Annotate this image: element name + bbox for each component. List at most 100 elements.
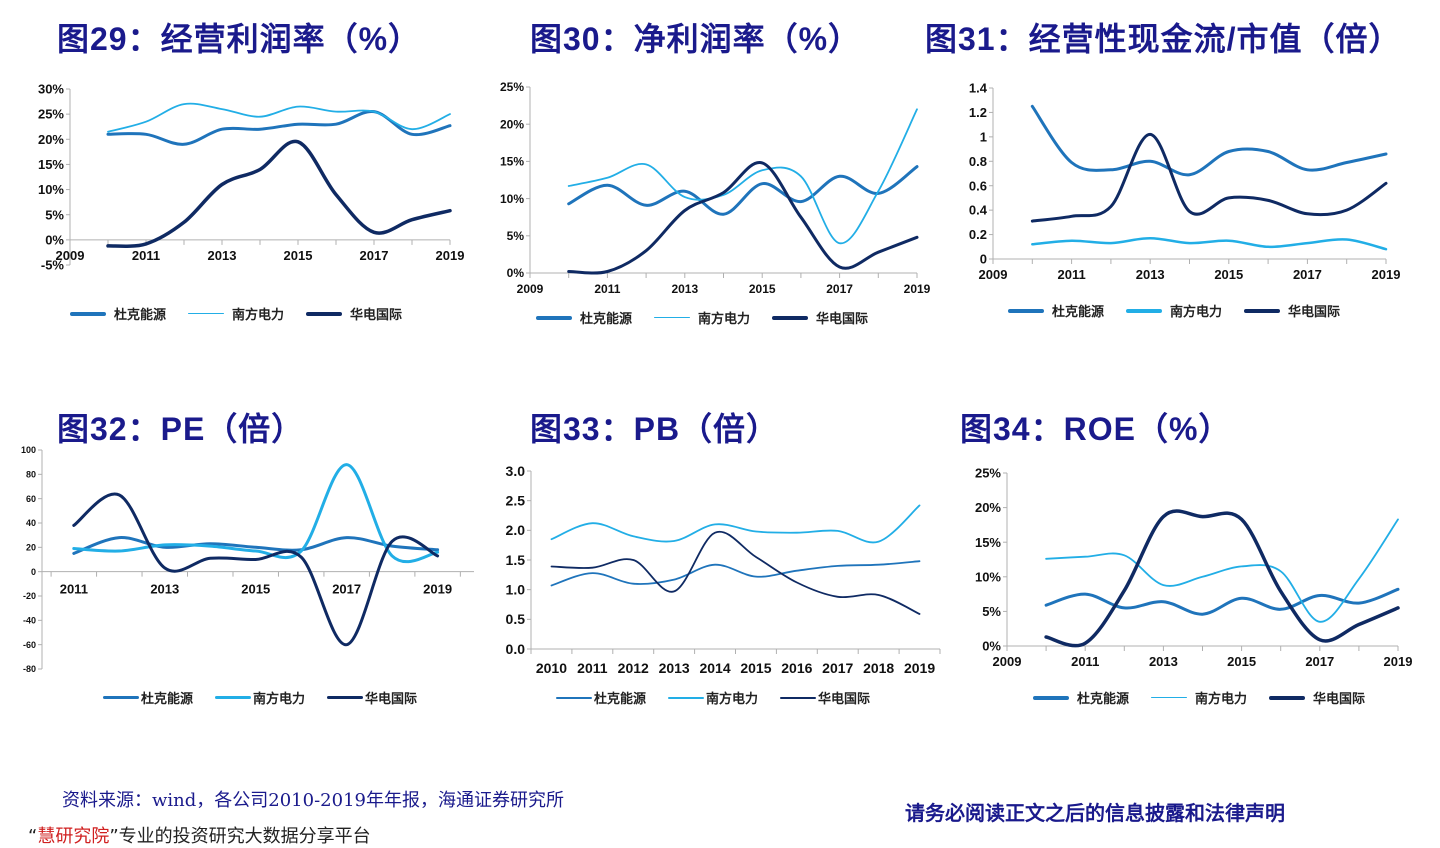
legend-fig34: 杜克能源 南方电力 华电国际 — [1033, 688, 1365, 707]
legend-swatch — [1244, 308, 1281, 313]
x-tick-label: 2017 — [332, 582, 361, 597]
legend-label: 南方电力 — [1170, 305, 1223, 320]
legend-swatch — [536, 315, 572, 320]
series-line-southern-company — [107, 102, 451, 133]
series-line-duke-energy — [72, 536, 440, 555]
x-tick-label: 2009 — [993, 654, 1022, 669]
legend-label: 华电国际 — [818, 692, 871, 707]
legend-swatch — [668, 696, 705, 699]
legend-label: 华电国际 — [1288, 305, 1341, 320]
y-tick-label: 10% — [38, 182, 64, 197]
legend-swatch — [188, 312, 225, 315]
chart-fig29: -5% 0% 5% 10% 15% 20% 25% 30% 2009 2011 2013 2015 20… — [38, 82, 464, 273]
series-line-huadian-intl — [567, 161, 919, 275]
y-tick-label: 0.4 — [969, 203, 988, 218]
legend-swatch — [103, 696, 139, 699]
series-line-southern-company — [1031, 236, 1388, 251]
x-tick-label: 2012 — [618, 660, 649, 676]
x-tick-label: 2013 — [671, 282, 698, 296]
x-tick-label: 2013 — [150, 582, 179, 597]
x-tick-label: 2019 — [1372, 267, 1401, 282]
y-tick-label: 30% — [38, 82, 64, 97]
legend-swatch — [1033, 695, 1069, 700]
x-tick-label: 2019 — [423, 582, 452, 597]
legend-item-huadian-intl: 华电国际 — [306, 304, 402, 323]
x-tick-label: 2017 — [360, 248, 389, 263]
legend-item-duke-energy: 杜克能源 — [1033, 688, 1129, 707]
legend-label: 南方电力 — [253, 692, 306, 707]
series-line-duke-energy — [550, 560, 921, 587]
disclaimer-link[interactable]: 请务必阅读正文之后的信息披露和法律声明 — [905, 801, 1285, 825]
legend-item-southern-company: 南方电力 — [188, 304, 284, 323]
legend-item-southern-company: 南方电力 — [668, 688, 758, 707]
legend-swatch — [306, 311, 343, 316]
x-tick-label: 2011 — [577, 660, 608, 676]
legend-swatch — [327, 696, 364, 699]
legend-label: 杜克能源 — [594, 692, 647, 707]
legend-swatch — [1008, 308, 1044, 313]
chart-fig31: 0 0.2 0.4 0.6 0.8 1 1.2 1.4 2009 2011 2013 2015 2017… — [969, 81, 1401, 282]
x-tick-label: 2019 — [1384, 654, 1413, 669]
legend-item-southern-company: 南方电力 — [1126, 301, 1222, 320]
legend-swatch — [772, 315, 809, 320]
y-tick-label: 20 — [26, 542, 36, 552]
y-tick-label: 20% — [500, 117, 524, 131]
legend-fig31: 杜克能源 南方电力 华电国际 — [1008, 301, 1340, 320]
legend-label: 杜克能源 — [1077, 692, 1130, 707]
y-tick-label: 0.6 — [969, 178, 987, 193]
series-line-southern-company — [72, 463, 440, 564]
legend-item-southern-company: 南方电力 — [654, 308, 750, 327]
legend-label: 南方电力 — [706, 692, 759, 707]
y-tick-label: 0.8 — [969, 154, 987, 169]
y-tick-label: 1.4 — [969, 81, 988, 96]
y-tick-label: 25% — [975, 466, 1001, 481]
x-tick-label: 2009 — [56, 248, 85, 263]
y-tick-label: -40 — [23, 615, 36, 625]
x-tick-label: 2011 — [60, 582, 88, 597]
series-line-huadian-intl — [106, 139, 452, 248]
y-tick-label: 1 — [980, 129, 987, 144]
x-tick-label: 2011 — [132, 248, 160, 263]
series-line-huadian-intl — [550, 530, 921, 615]
legend-item-huadian-intl: 华电国际 — [772, 308, 868, 327]
y-tick-label: 60 — [26, 494, 36, 504]
y-tick-label: 0.0 — [506, 641, 526, 657]
y-tick-label: 15% — [500, 155, 524, 169]
chart-fig30: 0% 5% 10% 15% 20% 25% 2009 2011 2013 2015 2017 2019 — [500, 80, 931, 296]
y-tick-label: 100 — [21, 445, 36, 455]
legend-label: 华电国际 — [350, 308, 403, 323]
legend-label: 华电国际 — [1313, 692, 1366, 707]
x-tick-label: 2017 — [826, 282, 853, 296]
y-tick-label: -60 — [23, 640, 36, 650]
legend-item-duke-energy: 杜克能源 — [70, 304, 166, 323]
y-tick-label: 5% — [507, 229, 525, 243]
x-tick-label: 2010 — [536, 660, 567, 676]
y-tick-label: 25% — [500, 80, 524, 94]
y-tick-label: 10% — [975, 569, 1001, 584]
legend-swatch — [556, 696, 592, 699]
y-tick-label: 25% — [38, 107, 64, 122]
x-tick-label: 2015 — [284, 248, 313, 263]
y-tick-label: 0.5 — [506, 611, 526, 627]
source-note: 资料来源：wind，各公司2010-2019年年报，海通证券研究所 — [62, 790, 564, 811]
legend-swatch — [1269, 695, 1306, 700]
legend-item-southern-company: 南方电力 — [1151, 688, 1247, 707]
x-tick-label: 2017 — [1293, 267, 1322, 282]
figure-30-title: 图30：净利润率（%） — [530, 21, 862, 57]
y-tick-label: -20 — [23, 591, 36, 601]
legend-item-huadian-intl: 华电国际 — [1269, 688, 1365, 707]
x-tick-label: 2015 — [241, 582, 270, 597]
legend-item-huadian-intl: 华电国际 — [780, 688, 870, 707]
y-tick-label: 0% — [507, 266, 525, 280]
x-tick-label: 2016 — [781, 660, 812, 676]
y-tick-label: 15% — [38, 157, 64, 172]
series-line-duke-energy — [1044, 587, 1400, 616]
y-tick-label: 15% — [975, 535, 1001, 550]
y-tick-label: 10% — [500, 192, 524, 206]
legend-item-southern-company: 南方电力 — [215, 688, 305, 707]
x-tick-label: 2009 — [979, 267, 1008, 282]
figure-33-title: 图33：PB（倍） — [530, 411, 780, 447]
y-tick-label: 20% — [38, 132, 64, 147]
legend-item-duke-energy: 杜克能源 — [1008, 301, 1104, 320]
x-tick-label: 2017 — [822, 660, 853, 676]
